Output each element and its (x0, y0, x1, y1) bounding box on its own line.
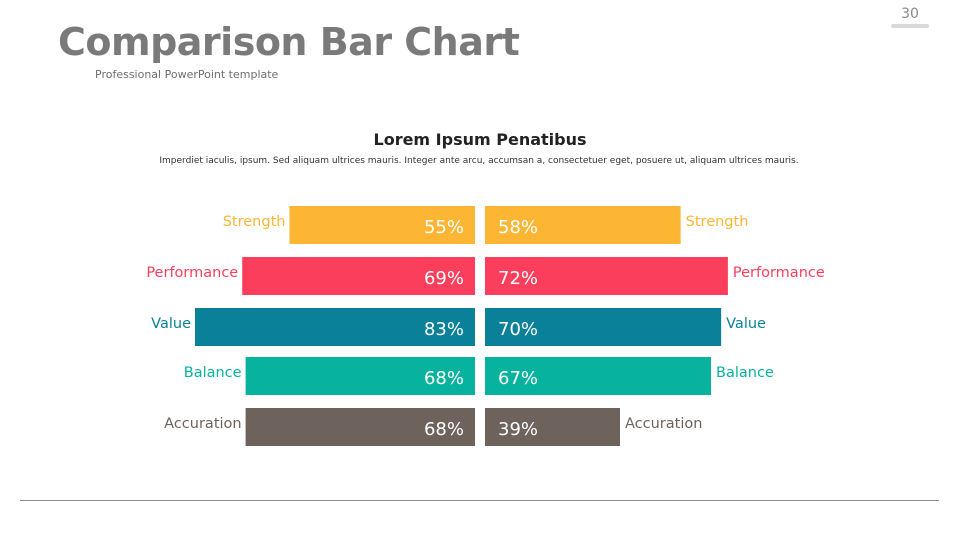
value-label-left: 83% (424, 319, 464, 340)
bar-left-balance (245, 357, 475, 395)
bar-right-accuration (485, 408, 620, 446)
bar-left-value (195, 308, 475, 346)
category-label-right: Value (726, 316, 766, 332)
slide-subtitle: Professional PowerPoint template (95, 68, 279, 81)
value-label-right: 70% (498, 319, 538, 340)
value-label-right: 39% (498, 419, 538, 440)
category-label-left: Balance (184, 365, 242, 381)
bar-left-strength (289, 206, 475, 244)
value-label-right: 72% (498, 268, 538, 289)
bar-right-balance (485, 357, 712, 395)
page-number-underline (891, 24, 929, 28)
category-label-left: Performance (146, 265, 238, 281)
slide-title: Comparison Bar Chart (58, 20, 520, 64)
bar-right-strength (485, 206, 681, 244)
bar-right-value (485, 308, 722, 346)
value-label-right: 67% (498, 368, 538, 389)
category-label-left: Value (151, 316, 191, 332)
value-label-left: 55% (424, 217, 464, 238)
category-label-right: Performance (733, 265, 825, 281)
chart-description: Imperdiet iaculis, ipsum. Sed aliquam ul… (159, 156, 799, 166)
value-label-right: 58% (498, 217, 538, 238)
category-label-right: Accuration (625, 416, 702, 432)
bar-left-performance (242, 257, 475, 295)
value-label-left: 68% (424, 368, 464, 389)
category-label-left: Accuration (164, 416, 241, 432)
value-label-left: 68% (424, 419, 464, 440)
footer-divider (20, 500, 939, 501)
bar-right-performance (485, 257, 728, 295)
chart-title: Lorem Ipsum Penatibus (373, 130, 587, 149)
category-label-right: Balance (716, 365, 774, 381)
category-label-left: Strength (223, 214, 286, 230)
page-number: 30 (901, 6, 919, 22)
value-label-left: 69% (424, 268, 464, 289)
bar-left-accuration (245, 408, 475, 446)
category-label-right: Strength (686, 214, 749, 230)
